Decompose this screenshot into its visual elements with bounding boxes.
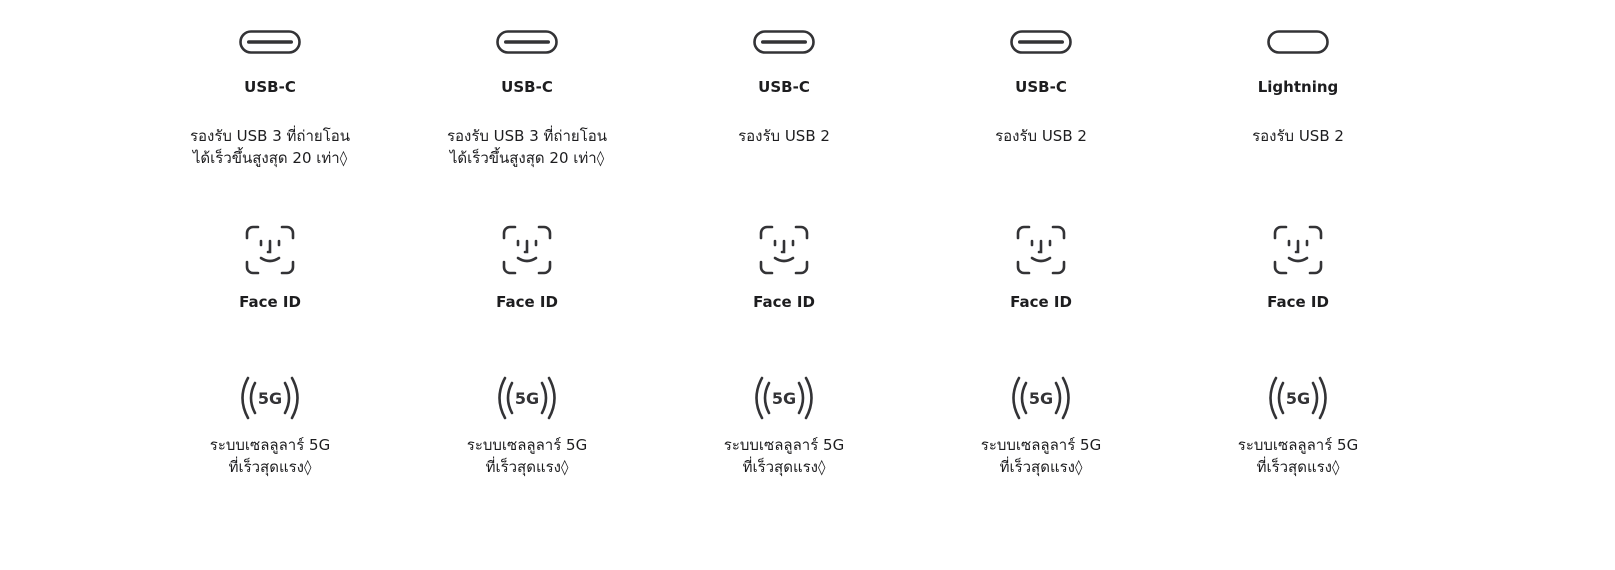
5g-label-line: ที่เร็วสุดแรง◊ [485, 458, 569, 476]
port-name: Lightning [1257, 78, 1339, 96]
5g-label-line: ที่เร็วสุดแรง◊ [742, 458, 826, 476]
face-id-icon [1178, 224, 1418, 276]
model-column-3: USB-C รองรับ USB 2 Face ID 5G ระบบเซลลูล… [664, 0, 904, 570]
5g-icon: 5G [921, 374, 1161, 422]
model-column-5: Lightning รองรับ USB 2 Face ID 5G ระบบเซ… [1178, 0, 1418, 570]
port-description-line: รองรับ USB 3 ที่ถ่ายโอน [446, 127, 608, 145]
5g-icon: 5G [407, 374, 647, 422]
5g-icon: 5G [150, 374, 390, 422]
model-column-1: USB-C รองรับ USB 3 ที่ถ่ายโอน ได้เร็วขึ้… [150, 0, 390, 570]
usb-c-port-icon [921, 28, 1161, 56]
5g-label: ระบบเซลลูลาร์ 5G ที่เร็วสุดแรง◊ [664, 434, 904, 478]
5g-label-line: ระบบเซลลูลาร์ 5G [980, 436, 1102, 454]
5g-label: ระบบเซลลูลาร์ 5G ที่เร็วสุดแรง◊ [921, 434, 1161, 478]
5g-icon-text: 5G [772, 389, 796, 408]
face-id-icon [664, 224, 904, 276]
face-id-icon [407, 224, 647, 276]
5g-label-line: ที่เร็วสุดแรง◊ [999, 458, 1083, 476]
5g-icon-text: 5G [1029, 389, 1053, 408]
face-id-label: Face ID [239, 293, 301, 311]
port-description-line: รองรับ USB 2 [995, 127, 1087, 145]
model-column-4: USB-C รองรับ USB 2 Face ID 5G ระบบเซลลูล… [921, 0, 1161, 570]
5g-label-line: ที่เร็วสุดแรง◊ [1256, 458, 1340, 476]
port-description: รองรับ USB 2 [921, 125, 1161, 147]
5g-label: ระบบเซลลูลาร์ 5G ที่เร็วสุดแรง◊ [1178, 434, 1418, 478]
port-description-line: ได้เร็วขึ้นสูงสุด 20 เท่า◊ [192, 149, 348, 167]
port-name: USB-C [244, 78, 296, 96]
5g-icon: 5G [664, 374, 904, 422]
face-id-label: Face ID [1010, 293, 1072, 311]
5g-label-line: ที่เร็วสุดแรง◊ [228, 458, 312, 476]
5g-label-line: ระบบเซลลูลาร์ 5G [1237, 436, 1359, 454]
port-name: USB-C [501, 78, 553, 96]
face-id-icon [150, 224, 390, 276]
port-description-line: ได้เร็วขึ้นสูงสุด 20 เท่า◊ [449, 149, 605, 167]
5g-icon-text: 5G [258, 389, 282, 408]
5g-label: ระบบเซลลูลาร์ 5G ที่เร็วสุดแรง◊ [150, 434, 390, 478]
5g-label-line: ระบบเซลลูลาร์ 5G [723, 436, 845, 454]
port-description-line: รองรับ USB 2 [1252, 127, 1344, 145]
5g-label-line: ระบบเซลลูลาร์ 5G [209, 436, 331, 454]
port-name: USB-C [758, 78, 810, 96]
usb-c-port-icon [407, 28, 647, 56]
5g-icon-text: 5G [515, 389, 539, 408]
port-description: รองรับ USB 3 ที่ถ่ายโอน ได้เร็วขึ้นสูงสุ… [407, 125, 647, 169]
model-column-2: USB-C รองรับ USB 3 ที่ถ่ายโอน ได้เร็วขึ้… [407, 0, 647, 570]
face-id-label: Face ID [496, 293, 558, 311]
face-id-label: Face ID [753, 293, 815, 311]
port-name: USB-C [1015, 78, 1067, 96]
port-description: รองรับ USB 2 [1178, 125, 1418, 147]
port-description-line: รองรับ USB 3 ที่ถ่ายโอน [189, 127, 351, 145]
face-id-icon [921, 224, 1161, 276]
5g-icon-text: 5G [1286, 389, 1310, 408]
port-description-line: รองรับ USB 2 [738, 127, 830, 145]
5g-icon: 5G [1178, 374, 1418, 422]
port-description: รองรับ USB 3 ที่ถ่ายโอน ได้เร็วขึ้นสูงสุ… [150, 125, 390, 169]
5g-label: ระบบเซลลูลาร์ 5G ที่เร็วสุดแรง◊ [407, 434, 647, 478]
lightning-port-icon [1178, 28, 1418, 56]
5g-label-line: ระบบเซลลูลาร์ 5G [466, 436, 588, 454]
usb-c-port-icon [150, 28, 390, 56]
usb-c-port-icon [664, 28, 904, 56]
port-description: รองรับ USB 2 [664, 125, 904, 147]
face-id-label: Face ID [1267, 293, 1329, 311]
